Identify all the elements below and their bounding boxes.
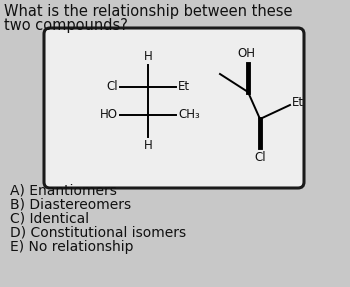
Text: HO: HO <box>100 108 118 121</box>
Text: Et: Et <box>178 80 190 94</box>
Text: H: H <box>144 139 152 152</box>
Text: Cl: Cl <box>254 151 266 164</box>
Text: two compounds?: two compounds? <box>4 18 128 33</box>
Text: Et: Et <box>292 96 304 110</box>
Text: OH: OH <box>237 47 255 60</box>
Text: What is the relationship between these: What is the relationship between these <box>4 4 293 19</box>
Text: C) Identical: C) Identical <box>10 212 89 226</box>
Text: Cl: Cl <box>106 80 118 94</box>
Text: D) Constitutional isomers: D) Constitutional isomers <box>10 226 186 240</box>
Text: B) Diastereomers: B) Diastereomers <box>10 198 131 212</box>
Text: CH₃: CH₃ <box>178 108 200 121</box>
Text: E) No relationship: E) No relationship <box>10 240 133 254</box>
FancyBboxPatch shape <box>44 28 304 188</box>
Text: H: H <box>144 50 152 63</box>
Text: A) Enantiomers: A) Enantiomers <box>10 184 117 198</box>
